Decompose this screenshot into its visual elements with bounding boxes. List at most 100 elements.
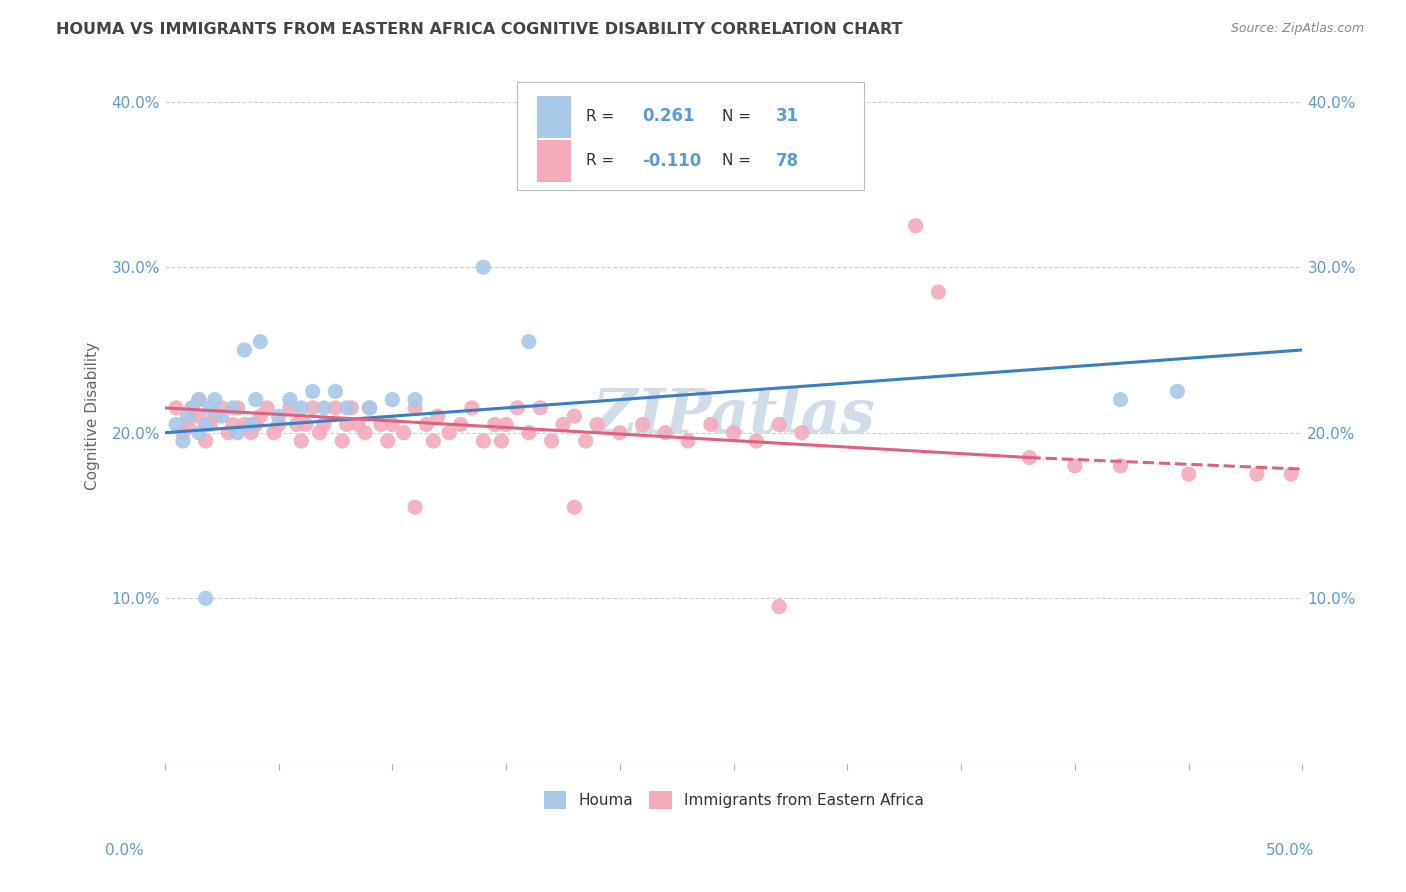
Point (381, 417, 404, 432)
Point (176, 409, 198, 424)
Point (181, 401, 204, 415)
Point (267, 417, 290, 432)
Point (211, 401, 233, 415)
Text: 0.261: 0.261 (643, 108, 695, 126)
Text: ZIPatlas: ZIPatlas (592, 386, 875, 446)
Point (290, 401, 312, 415)
Point (491, 434, 513, 448)
Text: R =: R = (586, 109, 614, 124)
Point (312, 417, 335, 432)
Point (1177, 467, 1199, 482)
Point (586, 417, 609, 432)
Point (1246, 467, 1268, 482)
Point (347, 417, 370, 432)
Point (450, 417, 472, 432)
Point (381, 392, 404, 407)
Point (484, 417, 506, 432)
Point (700, 417, 723, 432)
Point (245, 417, 267, 432)
Legend: Houma, Immigrants from Eastern Africa: Houma, Immigrants from Eastern Africa (537, 784, 929, 815)
Point (226, 401, 249, 415)
Point (240, 417, 263, 432)
Text: 78: 78 (776, 152, 799, 170)
Point (176, 417, 198, 432)
Point (325, 401, 347, 415)
Point (267, 409, 290, 424)
Text: N =: N = (723, 109, 751, 124)
Point (562, 500, 585, 515)
Point (551, 417, 574, 432)
Point (745, 434, 768, 448)
Point (200, 401, 222, 415)
Point (256, 401, 278, 415)
Text: -0.110: -0.110 (643, 152, 702, 170)
Point (1109, 458, 1132, 473)
Point (377, 434, 399, 448)
Point (404, 401, 426, 415)
Point (426, 409, 449, 424)
Point (904, 219, 927, 233)
Point (187, 425, 209, 440)
Point (194, 591, 217, 606)
Point (194, 434, 217, 448)
Point (211, 409, 233, 424)
Point (200, 417, 222, 432)
Point (359, 401, 381, 415)
Point (437, 425, 460, 440)
Point (790, 425, 813, 440)
Text: 0.0%: 0.0% (105, 843, 145, 858)
Point (222, 417, 245, 432)
Point (404, 500, 426, 515)
Point (226, 425, 249, 440)
Point (506, 401, 529, 415)
Point (249, 334, 271, 349)
Point (336, 401, 359, 415)
Point (723, 425, 745, 440)
FancyBboxPatch shape (517, 82, 865, 190)
Point (676, 434, 699, 448)
Point (354, 425, 377, 440)
Text: HOUMA VS IMMIGRANTS FROM EASTERN AFRICA COGNITIVE DISABILITY CORRELATION CHART: HOUMA VS IMMIGRANTS FROM EASTERN AFRICA … (56, 22, 903, 37)
Point (404, 392, 426, 407)
Point (172, 425, 194, 440)
Point (301, 384, 323, 399)
Point (165, 401, 187, 415)
Point (472, 260, 495, 275)
Point (240, 425, 263, 440)
Point (181, 401, 204, 415)
Point (263, 425, 285, 440)
Point (290, 434, 312, 448)
Point (233, 417, 256, 432)
Point (187, 392, 209, 407)
Text: R =: R = (586, 153, 614, 169)
Point (245, 392, 267, 407)
Point (631, 417, 654, 432)
Point (1166, 384, 1188, 399)
Point (308, 425, 330, 440)
Point (575, 434, 598, 448)
Point (1109, 392, 1132, 407)
Point (301, 401, 323, 415)
Text: 31: 31 (776, 108, 799, 126)
Point (187, 409, 209, 424)
Point (165, 417, 187, 432)
Point (218, 425, 240, 440)
Point (336, 417, 359, 432)
Point (517, 425, 540, 440)
Text: N =: N = (723, 153, 751, 169)
Point (1279, 467, 1302, 482)
Point (370, 417, 392, 432)
Point (1064, 458, 1087, 473)
Point (222, 401, 245, 415)
Point (285, 417, 308, 432)
Point (172, 434, 194, 448)
Point (562, 409, 585, 424)
Point (609, 425, 631, 440)
Point (517, 334, 540, 349)
Point (295, 417, 318, 432)
Point (325, 384, 347, 399)
FancyBboxPatch shape (537, 140, 571, 182)
Point (330, 434, 353, 448)
Point (654, 425, 676, 440)
Text: Source: ZipAtlas.com: Source: ZipAtlas.com (1230, 22, 1364, 36)
